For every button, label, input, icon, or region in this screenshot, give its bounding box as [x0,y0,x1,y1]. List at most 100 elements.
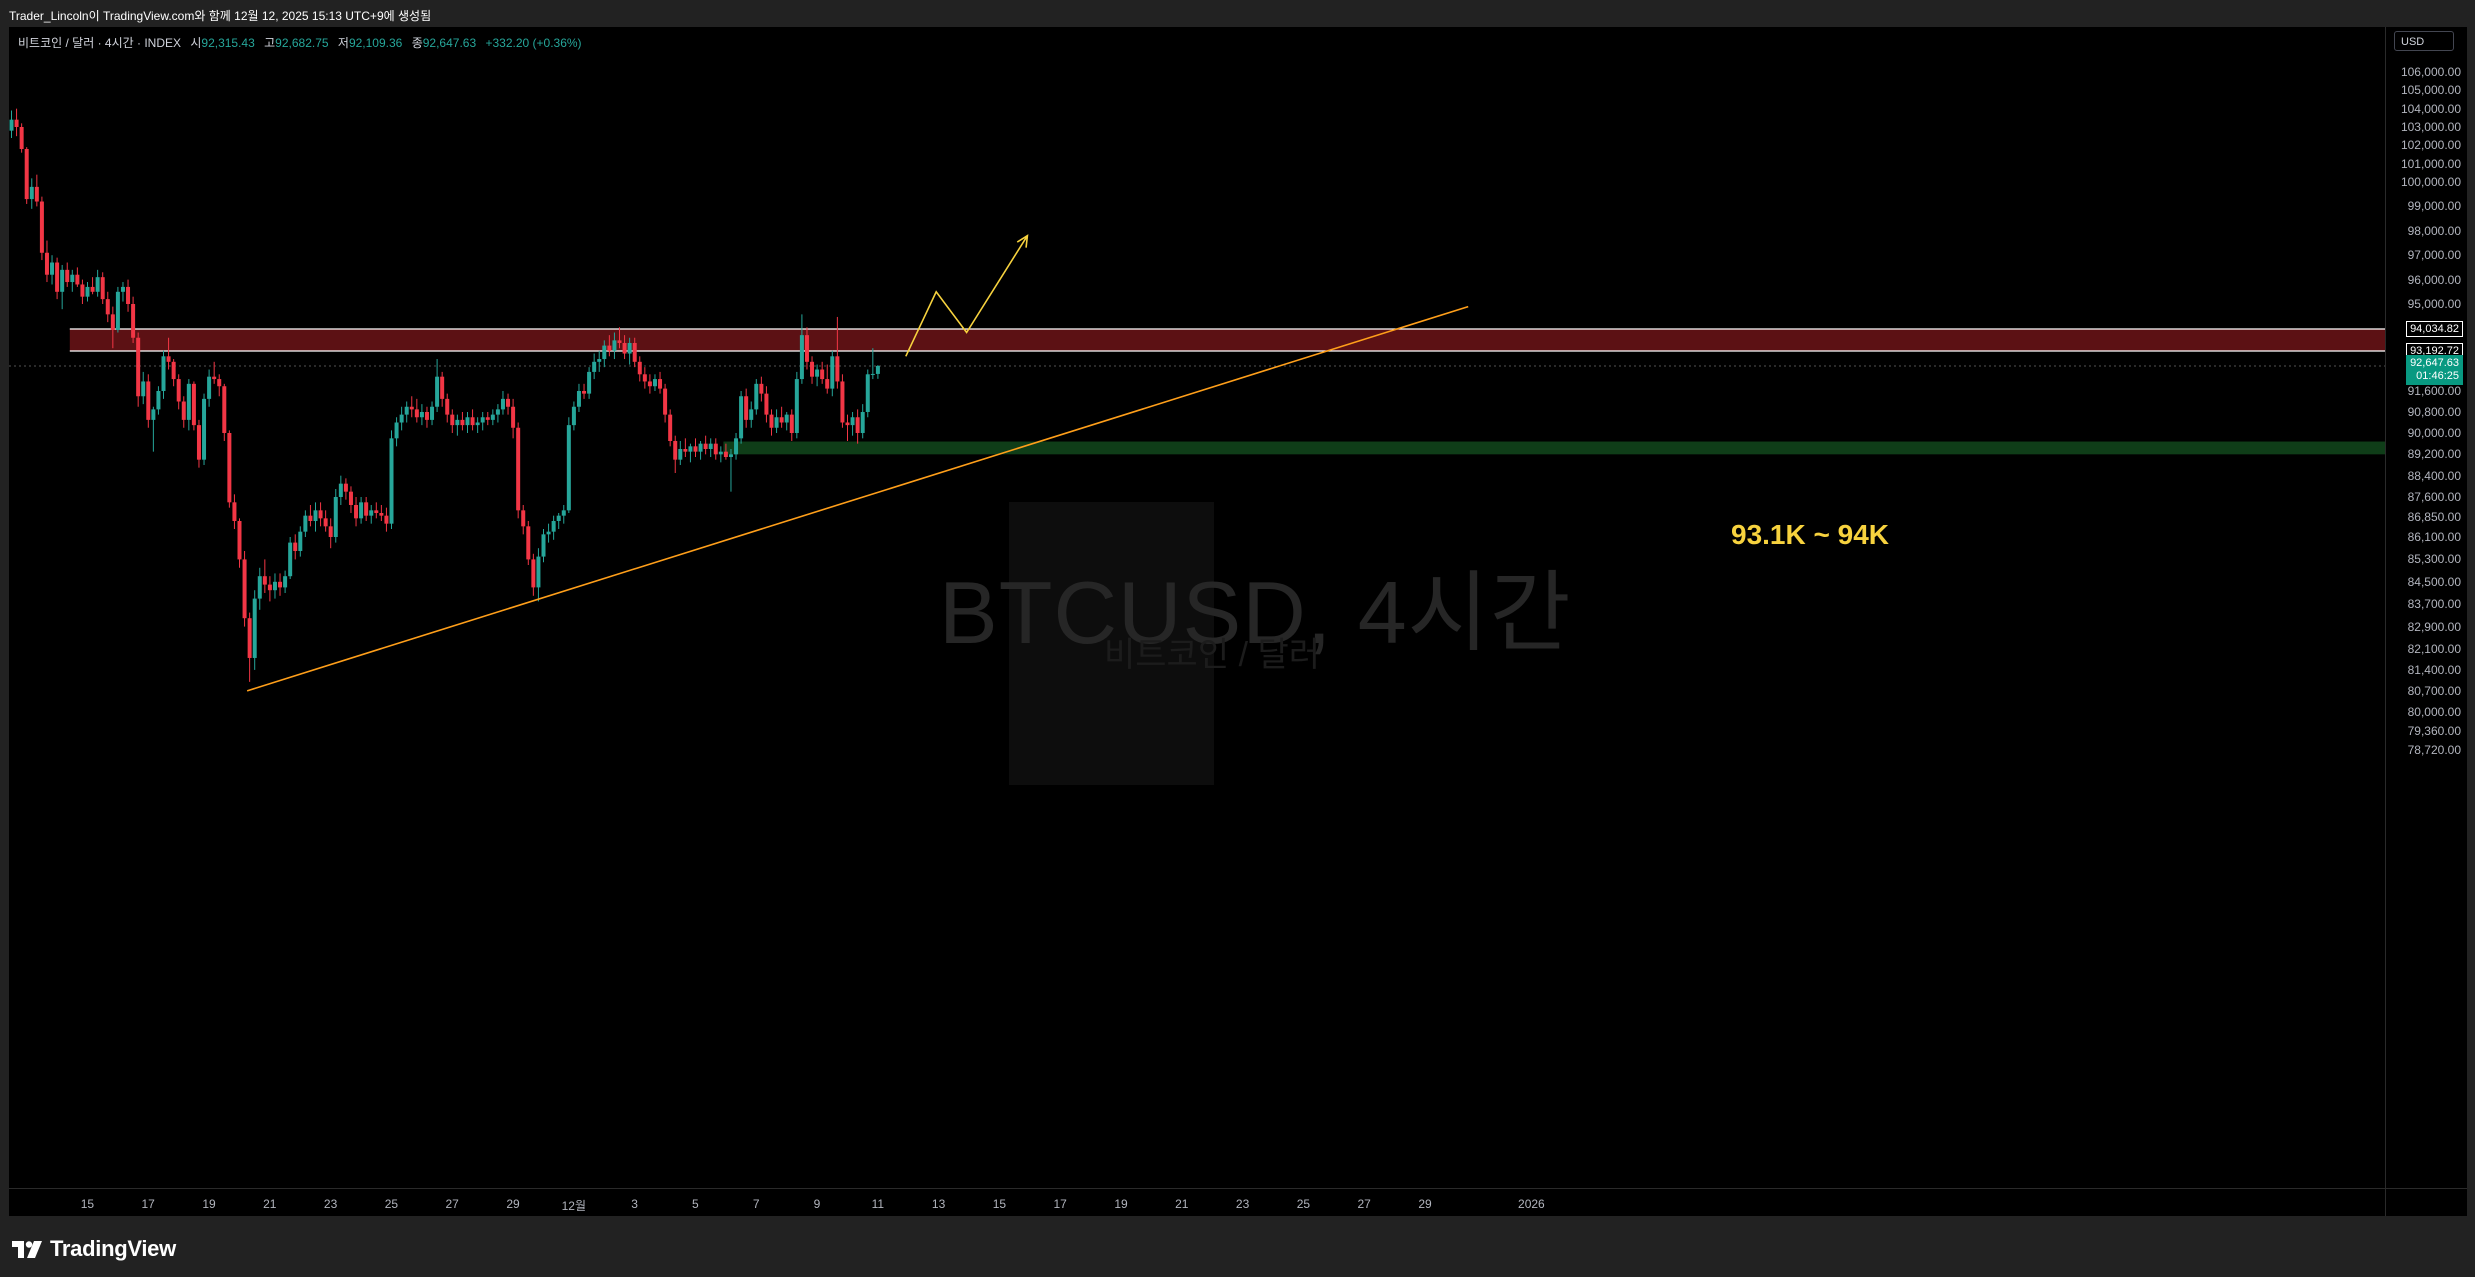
candle-body [196,425,201,460]
candle-body [50,262,55,275]
candle-body [703,443,708,449]
candle-body [34,186,39,202]
candle-body [120,286,125,292]
time-tick-label: 23 [323,1197,338,1211]
candle-body [440,376,445,399]
time-tick-label: 12월 [561,1199,586,1213]
candle-body [166,356,171,362]
projection-path [905,235,1029,357]
candle-body [789,414,794,433]
price-tick-label: 79,360.00 [2407,723,2461,738]
candle-body [24,149,29,200]
candle-body [460,419,465,426]
candle-body [526,526,531,560]
candle-body [688,446,693,452]
price-tick-label: 83,700.00 [2407,597,2461,612]
candle-body [252,598,257,658]
price-tick-label: 86,100.00 [2407,530,2461,544]
candle-body [151,409,156,420]
candle-body [424,412,429,420]
candle-body [506,398,511,407]
candle-body [551,521,556,532]
watermark-panel [1009,502,1214,785]
candle-body [480,417,485,423]
candle-body [394,422,399,439]
axis-corner[interactable] [2385,1188,2467,1217]
candle-body [222,386,227,433]
candle-body [60,269,65,292]
candle-body [566,425,571,511]
candle-body [384,515,389,524]
plot-area[interactable]: BTCUSD, 4시간 비트코인 / 달러 93.1K ~ 94K 비트코인 /… [9,27,2385,1188]
candle-body [683,449,688,452]
candle-body [323,518,328,527]
candle-body [95,277,100,292]
price-tick-label: 80,000.00 [2407,704,2461,719]
time-tick-label: 21 [1175,1197,1189,1211]
time-axis[interactable]: 15 17 19 21 23 25 27 29 12월 3 5 7 9 11 13 15 17 19 21 23 25 2… [9,1188,2385,1217]
price-tick-label: 97,000.00 [2407,248,2461,263]
time-tick-label: 23 [1235,1197,1250,1211]
price-tick-label: 82,900.00 [2407,619,2461,634]
candle-body [465,417,470,426]
time-tick-label: 19 [202,1197,216,1211]
symbol-legend[interactable]: 비트코인 / 달러 · 4시간 · INDEX 시92,315.43 고92,6… [18,34,582,51]
tradingview-logo[interactable]: TradingView [12,1236,176,1262]
candle-body [713,443,718,455]
candle-body [855,417,860,433]
chart-container[interactable]: BTCUSD, 4시간 비트코인 / 달러 93.1K ~ 94K 비트코인 /… [9,27,2467,1217]
legend-close-label: 종 [411,36,423,50]
candle-body [278,581,283,588]
candle-body [227,433,232,503]
candle-body [658,379,663,389]
candle-body [186,383,191,420]
candle-body [176,379,181,402]
price-tick-label: 78,720.00 [2407,743,2461,757]
last-price-tag: 92,647.63 01:46:25 [2406,355,2463,385]
candle-body [500,398,505,410]
candle-body [70,274,75,283]
candle-body [293,542,298,551]
candle-body [435,376,440,407]
tradingview-logo-icon [12,1240,42,1258]
candle-body [161,356,166,391]
legend-symbol[interactable]: 비트코인 / 달러 · 4시간 · INDEX [18,36,181,50]
candle-body [673,441,678,460]
candle-body [354,505,359,519]
legend-low: 92,109.36 [348,36,403,50]
legend-change: +332.20 (+0.36%) [485,36,582,50]
candle-body [318,510,323,519]
currency-selector[interactable]: USD [2394,31,2454,51]
candle-body [389,438,394,524]
candle-body [764,393,769,415]
candlestick-chart[interactable] [9,27,2385,1188]
creator-line: Trader_Lincoln이 TradingView.com와 함께 12월 … [9,9,432,23]
price-axis[interactable]: USD 106,000.00 105,000.00 104,000.00 103,00… [2385,27,2467,1216]
candle-body [14,119,19,127]
candle-body [556,515,561,521]
tradingview-logo-text: TradingView [50,1236,176,1261]
candle-body [110,314,115,330]
candle-body [810,361,815,377]
time-tick-label: 27 [445,1197,459,1211]
candle-body [100,277,105,300]
candle-body [652,379,657,387]
candle-body [825,379,830,389]
candle-body [845,422,850,426]
candle-body [445,398,450,415]
legend-close: 92,647.63 [422,36,477,50]
candle-body [602,345,607,360]
candle-body [820,369,825,380]
time-tick-label: 9 [813,1197,821,1211]
price-tick-label: 87,600.00 [2407,490,2461,504]
candle-body [308,515,313,521]
candle-body [698,443,703,452]
candle-body [212,376,217,380]
candle-body [734,438,739,455]
candle-body [359,502,364,519]
candle-body [333,497,338,537]
watermark-title: BTCUSD, 4시간 [939,563,1572,662]
candle-body [546,531,551,535]
candle-body [516,427,521,511]
candle-body [369,510,374,516]
